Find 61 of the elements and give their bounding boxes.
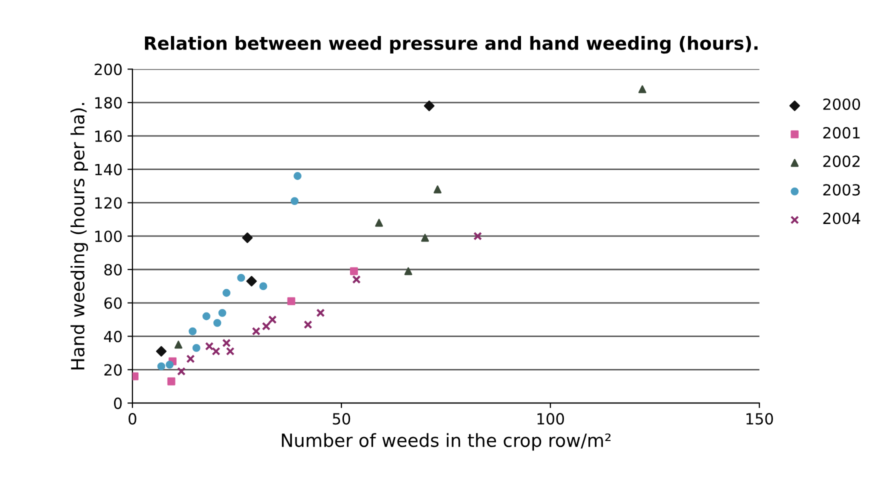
point (222, 338, 231, 348)
point (638, 85, 646, 94)
point (246, 276, 257, 286)
point (290, 197, 299, 206)
point (188, 327, 197, 336)
y-axis-title: Hand weeding (hours per ha). (70, 103, 88, 370)
y-tick-label: 200 (94, 64, 122, 76)
point (174, 340, 182, 349)
y-tick-label: 120 (95, 197, 122, 209)
point (218, 308, 226, 317)
y-tick-label: 80 (104, 264, 122, 276)
y-tick-label: 60 (104, 297, 122, 309)
point (186, 354, 195, 364)
point (424, 100, 434, 112)
y-tick-label: 180 (95, 97, 122, 109)
point (350, 267, 358, 276)
x-tick-label: 100 (538, 413, 564, 425)
point (287, 297, 296, 306)
point (375, 218, 383, 227)
x-tick-label: 150 (746, 413, 773, 425)
y-tick-label: 160 (95, 130, 122, 142)
point (262, 322, 270, 331)
point (242, 232, 253, 244)
point (226, 347, 235, 356)
x-tick-label: 50 (332, 413, 350, 425)
point (421, 234, 429, 242)
legend-label: 2003 (823, 184, 860, 196)
point (304, 320, 312, 329)
y-tick-label: 100 (95, 230, 122, 242)
y-tick-label: 40 (104, 330, 122, 342)
point (434, 185, 442, 194)
x-tick-label: 0 (128, 413, 136, 425)
point (167, 377, 176, 386)
point (294, 172, 302, 180)
point (237, 274, 246, 282)
point (404, 267, 412, 276)
point (212, 347, 220, 356)
point (205, 342, 214, 351)
point (177, 367, 186, 376)
point (213, 318, 222, 327)
legend-label: 2002 (823, 156, 860, 168)
point (352, 275, 361, 284)
y-tick-label: 0 (114, 398, 122, 410)
point (166, 360, 174, 369)
point (252, 326, 260, 336)
point (473, 232, 482, 240)
x-axis-title: Number of weeds in the crop row/m² (282, 433, 611, 451)
point (259, 282, 268, 290)
chart-title: Relation between weed pressure and hand weeding (hours). (144, 36, 758, 54)
point (316, 308, 325, 318)
point (156, 346, 167, 357)
point (268, 315, 277, 324)
point (202, 312, 210, 320)
point (192, 344, 200, 352)
legend-label: 2001 (823, 127, 860, 139)
y-tick-label: 20 (104, 364, 122, 376)
point (222, 288, 230, 297)
legend-label: 2000 (823, 98, 860, 110)
legend-label: 2004 (823, 212, 860, 224)
point (157, 362, 166, 370)
y-tick-label: 140 (95, 164, 122, 176)
